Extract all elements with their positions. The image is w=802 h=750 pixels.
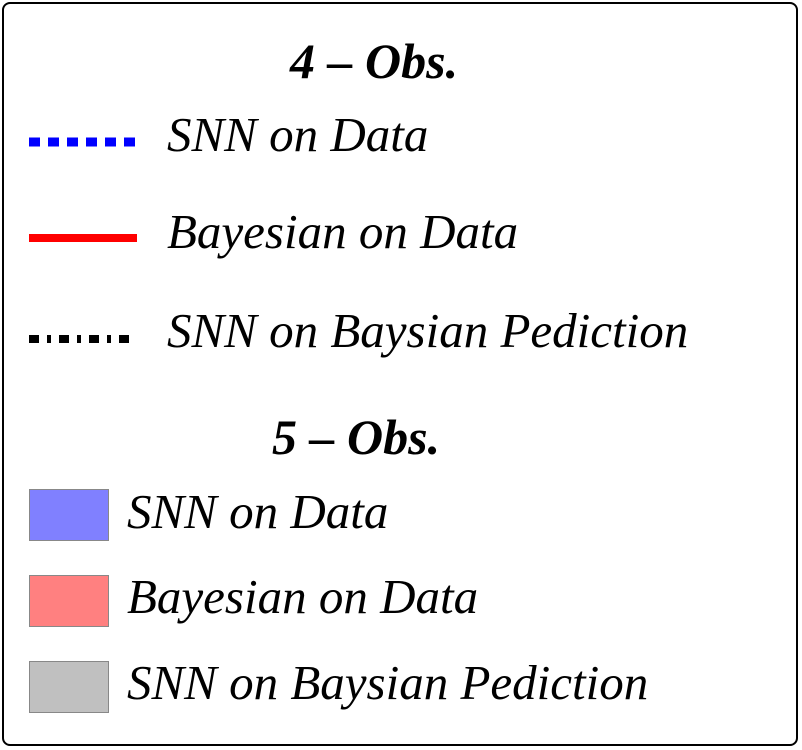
legend-patch-snn-on-data-5obs	[29, 489, 109, 541]
legend-swatch-snn-on-bayesian-4obs	[29, 335, 137, 343]
legend-swatch-snn-on-data-4obs	[29, 137, 137, 147]
legend-label-snn-on-data-4obs: SNN on Data	[167, 107, 429, 162]
legend-group-title-4-obs: 4 – Obs.	[290, 33, 459, 89]
legend-label-bayesian-on-data-4obs: Bayesian on Data	[167, 204, 519, 259]
legend-patch-bayesian-on-data-5obs	[29, 575, 109, 627]
legend-label-snn-on-bayesian-4obs: SNN on Baysian Pediction	[167, 303, 689, 358]
legend-patch-snn-on-bayesian-5obs	[29, 661, 109, 713]
legend-label-bayesian-on-data-5obs: Bayesian on Data	[127, 569, 479, 624]
legend-label-snn-on-bayesian-5obs: SNN on Baysian Pediction	[127, 655, 649, 710]
legend-label-snn-on-data-5obs: SNN on Data	[127, 484, 389, 539]
legend-group-title-5-obs: 5 – Obs.	[272, 409, 441, 465]
legend-swatch-bayesian-on-data-4obs	[29, 234, 137, 242]
